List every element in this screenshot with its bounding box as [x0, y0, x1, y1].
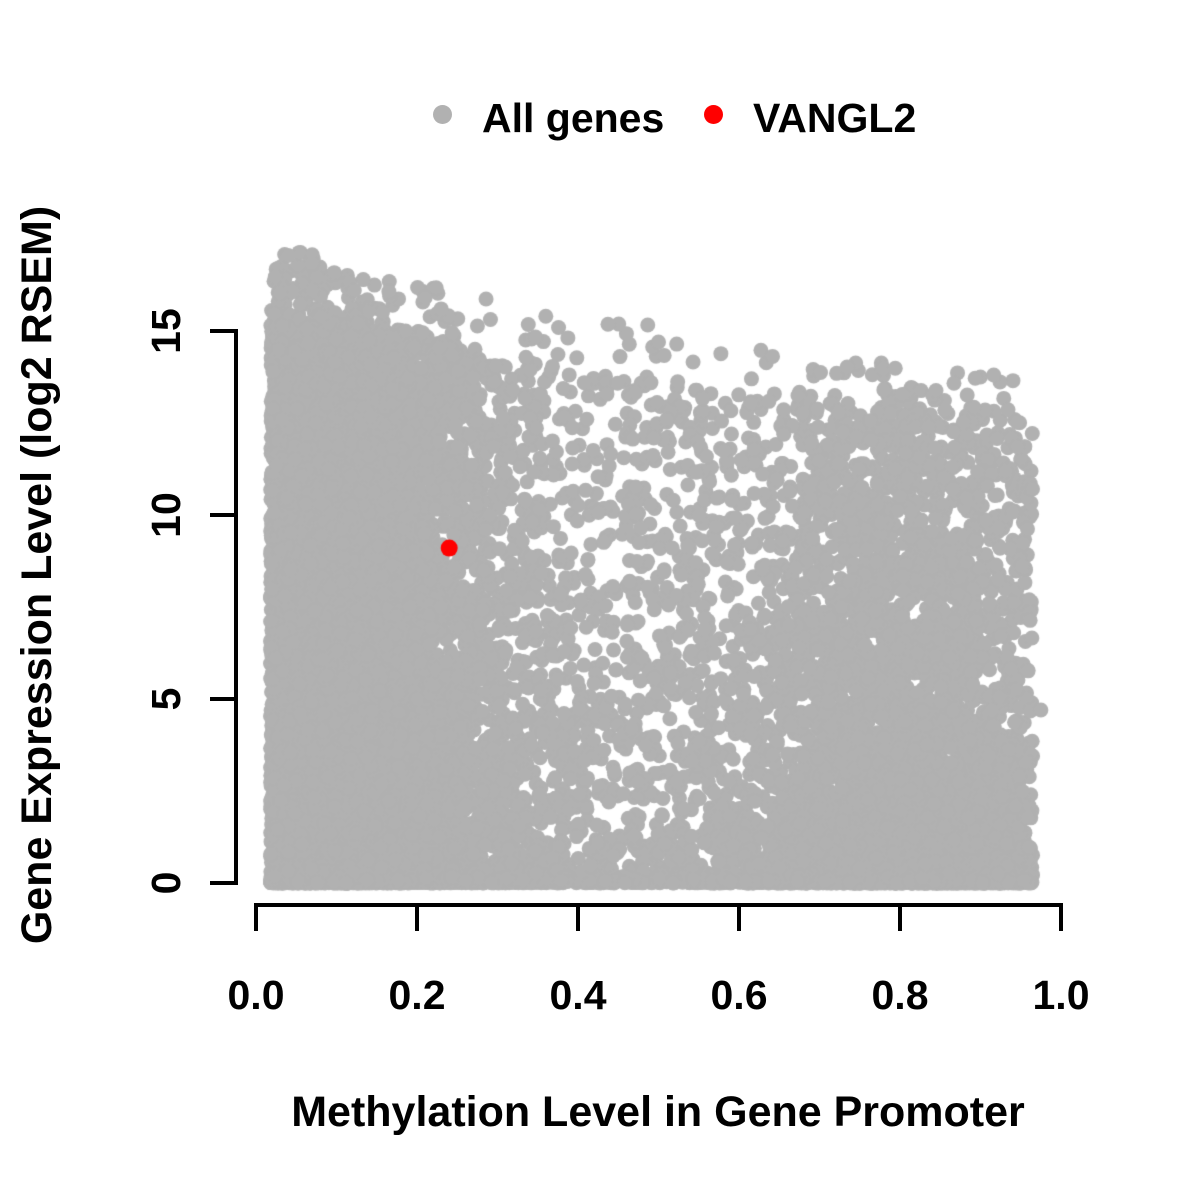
x-tick-0.0 [254, 905, 258, 931]
x-tick-0.2 [415, 905, 419, 931]
legend-label-vangl2: VANGL2 [753, 95, 917, 141]
x-tick-label-0.8: 0.8 [871, 972, 929, 1018]
all-genes-dot-icon [433, 105, 452, 124]
x-tick-0.8 [898, 905, 902, 931]
legend-label-all-genes: All genes [482, 95, 665, 141]
y-tick-5 [210, 697, 236, 701]
legend-item-vangl2: VANGL2 [704, 96, 944, 140]
x-tick-label-0.2: 0.2 [388, 972, 446, 1018]
x-tick-label-0.6: 0.6 [710, 972, 768, 1018]
x-tick-label-1.0: 1.0 [1032, 972, 1090, 1018]
y-tick-0 [210, 881, 236, 885]
vangl2-dot-icon [704, 105, 723, 124]
x-axis-line [254, 903, 1063, 907]
y-tick-10 [210, 513, 236, 517]
y-axis-line [234, 329, 238, 885]
y-tick-15 [210, 329, 236, 333]
x-axis-title: Methylation Level in Gene Promoter [291, 1088, 1025, 1136]
y-tick-label-5: 5 [143, 687, 189, 711]
x-tick-0.6 [737, 905, 741, 931]
x-tick-1.0 [1059, 905, 1063, 931]
y-tick-label-15: 15 [143, 308, 189, 354]
legend: All genes VANGL2 [0, 96, 1200, 140]
x-tick-0.4 [576, 905, 580, 931]
x-tick-label-0.0: 0.0 [227, 972, 285, 1018]
y-tick-label-10: 10 [143, 492, 189, 538]
y-axis-title: Gene Expression Level (log2 RSEM) [13, 205, 61, 945]
legend-item-all-genes: All genes [433, 96, 673, 140]
y-tick-label-0: 0 [143, 871, 189, 895]
x-tick-label-0.4: 0.4 [549, 972, 607, 1018]
